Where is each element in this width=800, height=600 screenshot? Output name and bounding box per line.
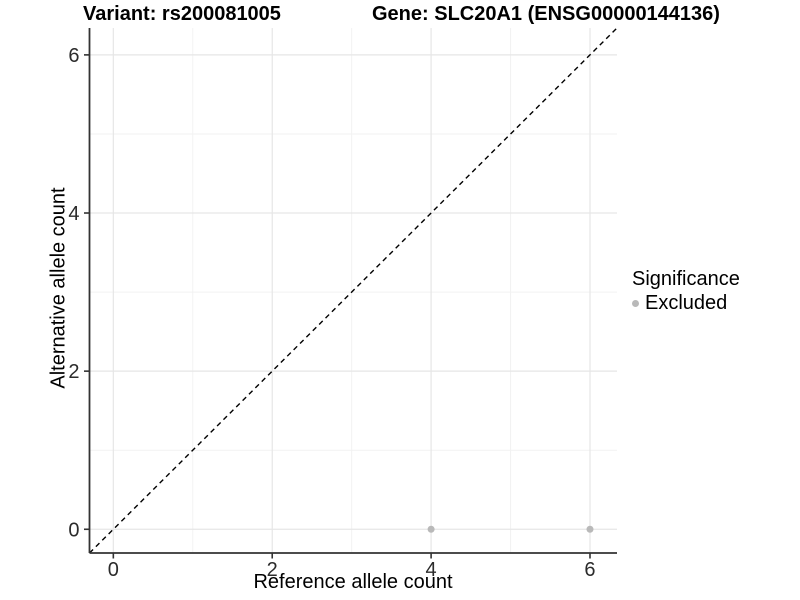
x-axis-title: Reference allele count bbox=[253, 571, 453, 593]
variant-title: Variant: rs200081005 bbox=[83, 3, 281, 25]
x-tick-label: 6 bbox=[584, 559, 595, 581]
legend: Significance Excluded bbox=[632, 267, 740, 315]
legend-item-label: Excluded bbox=[645, 292, 728, 314]
x-tick-label: 0 bbox=[108, 559, 119, 581]
data-point bbox=[586, 525, 594, 533]
y-tick-label: 6 bbox=[68, 45, 79, 67]
x-tick-label: 4 bbox=[426, 559, 437, 581]
y-tick-label: 0 bbox=[68, 519, 79, 541]
identity-line bbox=[89, 27, 618, 554]
legend-title: Significance bbox=[632, 268, 740, 290]
legend-item: Excluded bbox=[632, 291, 740, 315]
y-tick-label: 2 bbox=[68, 361, 79, 383]
data-point bbox=[427, 525, 435, 533]
y-tick-label: 4 bbox=[68, 203, 79, 225]
x-tick-label: 2 bbox=[267, 559, 278, 581]
y-axis-title: Alternative allele count bbox=[47, 187, 70, 389]
legend-point-icon bbox=[632, 299, 639, 307]
gene-title: Gene: SLC20A1 (ENSG00000144136) bbox=[372, 3, 720, 25]
